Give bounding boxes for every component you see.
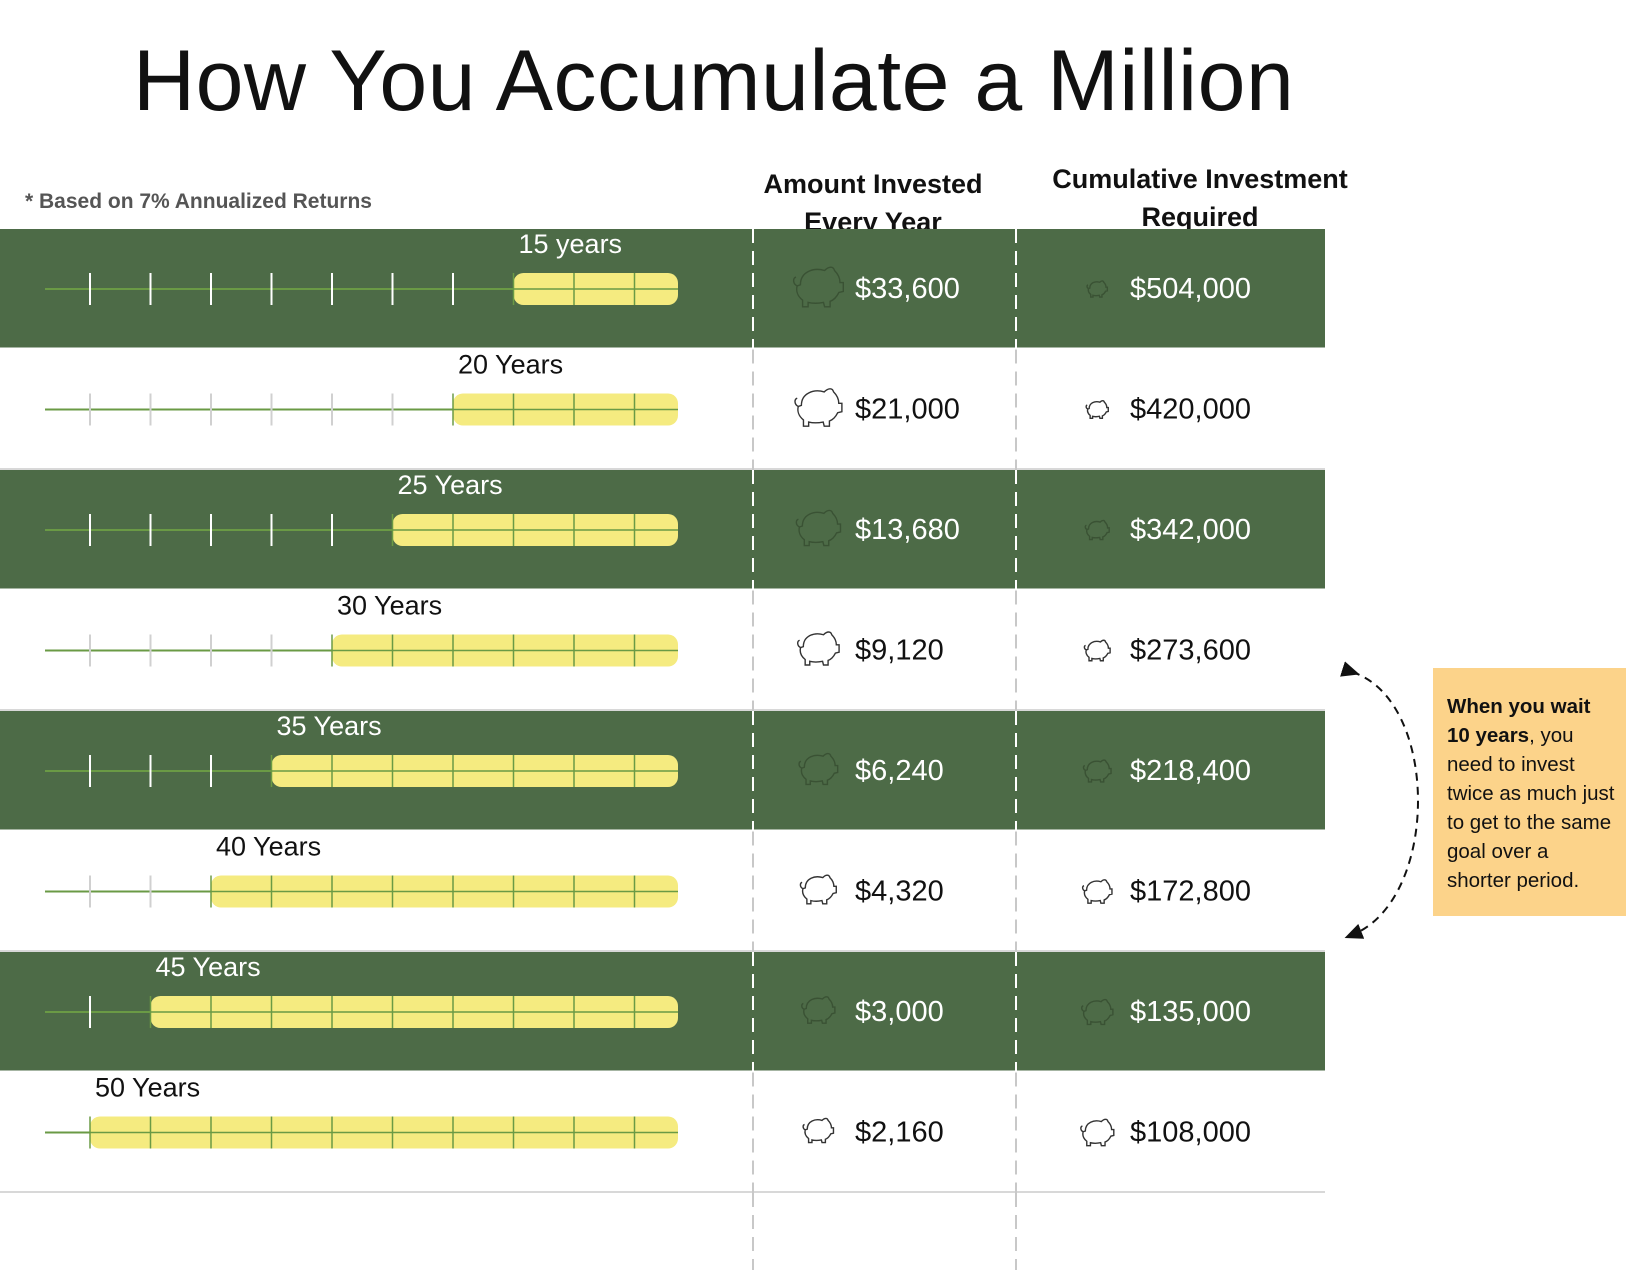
piggy-bank-icon	[802, 1117, 835, 1144]
page-title: How You Accumulate a Million	[133, 33, 1295, 129]
cumulative-investment-value: $342,000	[1130, 514, 1251, 546]
cumulative-investment-value: $172,800	[1130, 876, 1251, 908]
amount-invested-value: $4,320	[855, 876, 944, 908]
cumulative-investment-value: $135,000	[1130, 996, 1251, 1028]
callout-text: , you need to invest twice as much just …	[1447, 724, 1615, 892]
piggy-bank-icon	[1081, 879, 1113, 904]
piggy-bank-icon	[795, 509, 842, 547]
years-label: 45 Years	[156, 952, 261, 982]
amount-invested-value: $13,680	[855, 514, 960, 546]
piggy-bank-icon	[1086, 280, 1109, 298]
footnote: * Based on 7% Annualized Returns	[25, 190, 372, 213]
piggy-bank-icon	[797, 631, 840, 666]
piggy-bank-icon	[801, 996, 836, 1024]
amount-invested-value: $21,000	[855, 394, 960, 426]
amount-invested-value: $6,240	[855, 755, 944, 787]
amount-invested-value: $3,000	[855, 996, 944, 1028]
piggy-bank-icon	[794, 388, 843, 427]
callout-bold-text: When you wait 10 years	[1447, 695, 1591, 747]
piggy-bank-icon	[1080, 1118, 1115, 1147]
cumulative-investment-value: $420,000	[1130, 394, 1251, 426]
column-header-cumulative-investment: Cumulative Investment Required	[1052, 164, 1348, 232]
years-label: 25 Years	[398, 470, 503, 500]
amount-invested-value: $2,160	[855, 1117, 944, 1149]
cumulative-investment-value: $273,600	[1130, 635, 1251, 667]
years-label: 35 Years	[277, 711, 382, 741]
piggy-bank-icon	[1085, 399, 1109, 420]
piggy-bank-icon	[1082, 759, 1112, 783]
amount-invested-value: $9,120	[855, 635, 944, 667]
comparison-arrow	[1340, 661, 1419, 939]
years-label: 30 Years	[337, 591, 442, 621]
callout-note: When you wait 10 years, you need to inve…	[1433, 668, 1626, 916]
piggy-bank-icon	[1084, 519, 1110, 541]
piggy-bank-icon	[792, 266, 845, 308]
years-label: 15 years	[519, 229, 623, 259]
amount-invested-value: $33,600	[855, 273, 960, 305]
years-label: 20 Years	[458, 350, 563, 380]
cumulative-investment-value: $504,000	[1130, 273, 1251, 305]
years-label: 50 Years	[95, 1073, 200, 1103]
cumulative-investment-value: $108,000	[1130, 1117, 1251, 1149]
piggy-bank-icon	[1081, 998, 1114, 1026]
piggy-bank-icon	[1083, 639, 1111, 662]
piggy-bank-icon	[798, 752, 839, 786]
cumulative-investment-value: $218,400	[1130, 755, 1251, 787]
piggy-bank-icon	[799, 874, 837, 905]
years-label: 40 Years	[216, 832, 321, 862]
